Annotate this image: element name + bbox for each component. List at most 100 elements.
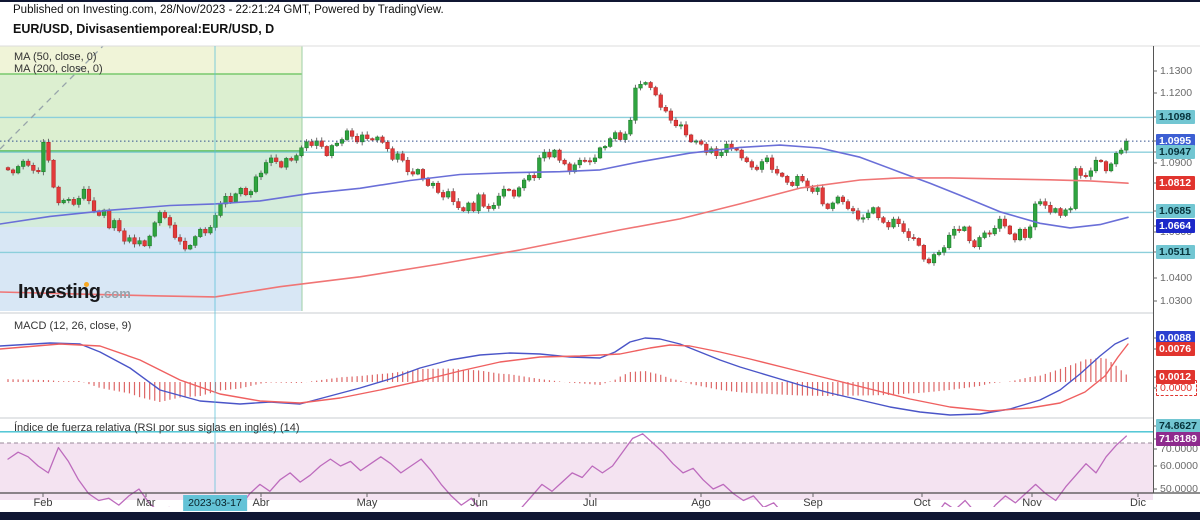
candle-body [501,188,506,197]
candle-body [1028,226,1033,238]
candle-body [785,176,790,183]
ma50-line [0,144,1129,229]
candle-body [334,142,340,146]
axis-label: 1.1300 [1160,65,1193,77]
month-label: Jun [470,497,488,509]
candle-body [683,124,689,136]
candle-body [441,192,446,198]
candle-body [263,162,269,174]
candle-body [112,220,117,229]
month-label: Dic [1130,497,1146,509]
published-line: Published on Investing.com, 28/Nov/2023 … [13,4,444,16]
candle-body [850,208,856,212]
candle-body [855,210,861,220]
candle-body [451,191,456,202]
candle-body [324,146,329,156]
candle-body [795,176,800,186]
candle-body [61,199,66,204]
ma50-legend[interactable]: MA (50, close, 0) [14,51,97,63]
candle-body [329,145,334,156]
highlighted-date-label: 2023-03-17 [183,495,247,511]
background-zone [0,151,302,227]
candle-body [1022,228,1028,238]
candle-body [177,237,183,242]
candle-body [835,196,840,204]
candle-body [638,84,643,89]
candle-body [759,161,765,170]
candle-body [830,202,835,209]
candle-body [547,152,552,158]
axis-label: 60.0000 [1160,460,1198,472]
axis-value-box: 1.0511 [1156,245,1195,259]
bottom-border-bar [0,512,1200,520]
logo-orange-dot-icon [84,282,89,287]
candle-body [289,158,294,161]
rsi-panel [0,431,1153,507]
month-label: Abr [252,497,270,509]
axis-value-box: 1.1098 [1156,110,1196,124]
candle-body [663,107,668,112]
candle-body [527,175,532,181]
candle-body [349,130,355,137]
axis-value-box: 1.0685 [1156,204,1196,218]
candle-body [861,217,866,220]
macd-legend[interactable]: MACD (12, 26, close, 9) [14,320,132,332]
candle-body [420,169,426,179]
month-label: Nov [1022,497,1042,509]
axis-value-box: 1.0995 [1156,134,1196,148]
candle-body [188,245,193,250]
candle-body [319,140,324,147]
candle-body [542,152,547,159]
candle-body [21,160,26,167]
ma200-legend[interactable]: MA (200, close, 0) [14,63,103,75]
candle-body [228,196,233,202]
candle-body [800,176,805,182]
candle-body [1038,201,1043,205]
candle-body [754,166,759,170]
axis-value-box: 1.0664 [1156,219,1196,233]
top-border-bar [0,0,1200,2]
candle-body [390,148,395,160]
candle-body [582,159,587,162]
candle-body [370,138,375,141]
candle-body [866,212,871,219]
candle-body [901,223,906,232]
candle-body [26,160,31,166]
candle-body [41,142,46,173]
candle-body [299,147,304,156]
candle-body [471,202,476,212]
candle-body [977,237,982,248]
candle-body [775,169,780,174]
candle-body [91,200,97,212]
candle-body [10,169,16,174]
axis-value-box: 0.0076 [1156,342,1196,356]
candle-body [1063,209,1068,216]
candle-body [167,217,173,226]
month-label: Ago [691,497,711,509]
candle-body [56,186,61,204]
candle-body [931,254,937,264]
rsi-legend[interactable]: Índice de fuerza relativa (RSI por sus s… [14,422,300,434]
candle-body [284,158,289,168]
candle-body [203,228,208,234]
candle-body [157,212,162,224]
candle-body [1068,208,1073,211]
background-zone [0,46,302,74]
symbol-title: EUR/USD, Divisasentiemporeal:EUR/USD, D [13,22,275,36]
candle-body [486,205,491,209]
candle-body [1103,161,1109,172]
candle-body [982,232,987,238]
candle-body [916,238,921,246]
candle-body [435,182,441,193]
axis-label: 1.0900 [1160,157,1193,169]
macd-panel [0,337,1129,416]
candle-body [608,138,613,147]
month-label: Mar [136,497,156,509]
candle-body [248,191,253,196]
candle-body [876,207,881,219]
macd-signal-line [0,343,1129,412]
candle-body [688,134,694,143]
candle-body [658,94,663,108]
